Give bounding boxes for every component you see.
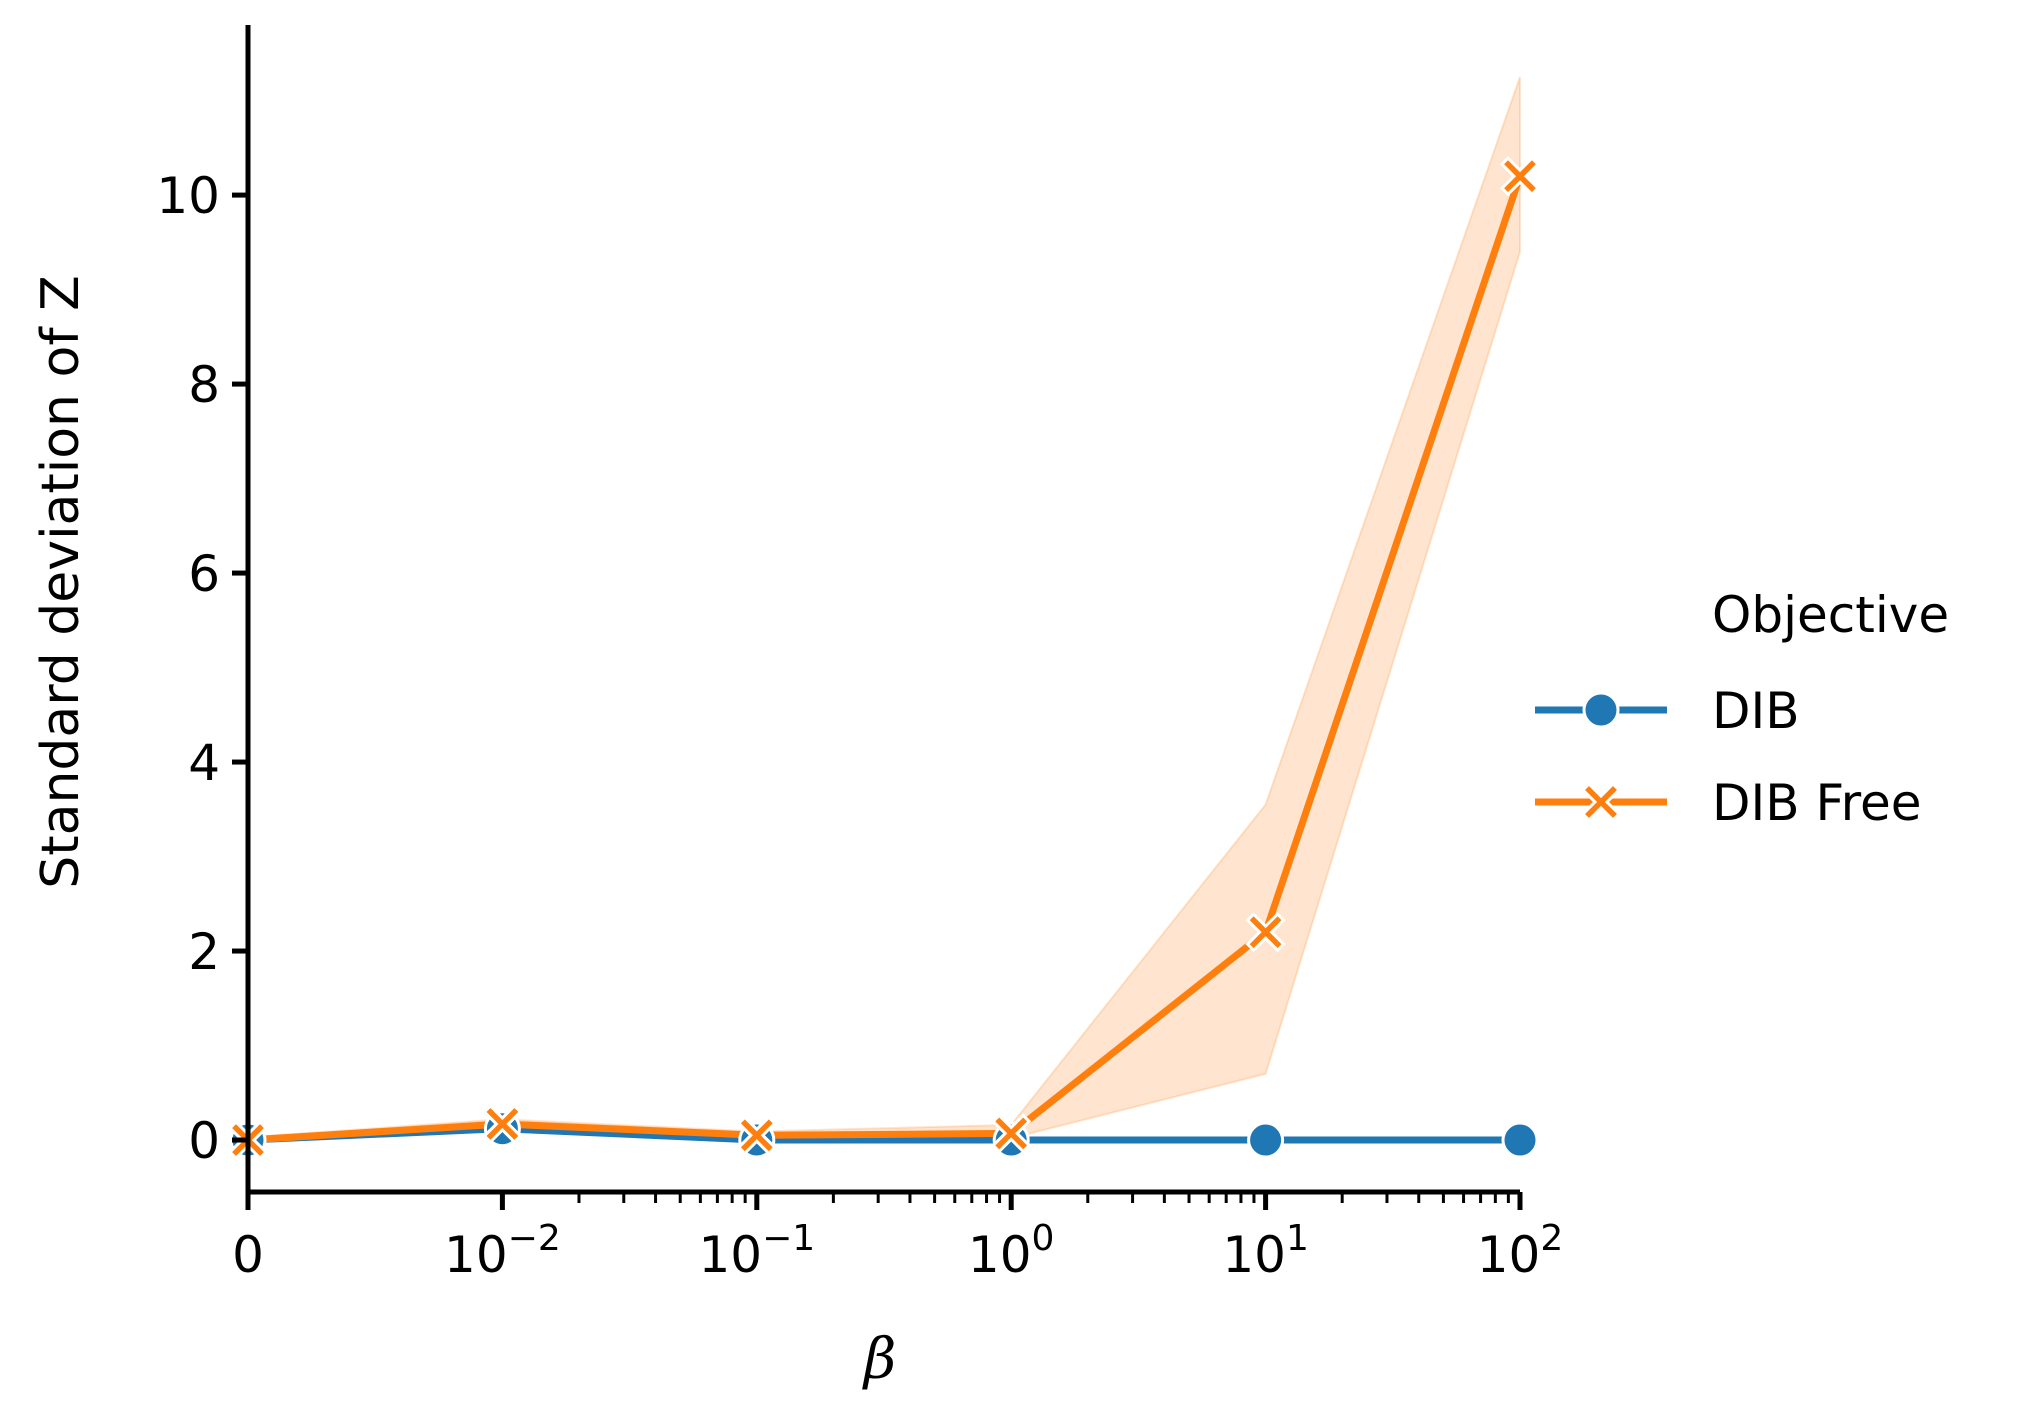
legend-label-1: DIB Free xyxy=(1712,774,1922,832)
y-tick-label-1: 2 xyxy=(188,923,220,981)
legend-title: Objective xyxy=(1712,586,1949,644)
y-tick-label-3: 6 xyxy=(188,545,220,603)
marker-s1-p1 xyxy=(482,1103,523,1145)
legend: Objective DIB DIB Free xyxy=(1535,586,1949,832)
x-tick-label-5: 102 xyxy=(1477,1218,1564,1284)
y-axis-label: Standard deviation of Z xyxy=(31,275,91,889)
ci-band-1 xyxy=(247,76,1521,1142)
series-line-0 xyxy=(244,1125,1524,1144)
marker-s1-p3 xyxy=(991,1113,1032,1154)
legend-label-0: DIB xyxy=(1712,682,1800,740)
x-tick-label-4: 101 xyxy=(1222,1218,1309,1284)
series-lines xyxy=(244,172,1524,1144)
x-tick-label-0: 0 xyxy=(232,1226,264,1284)
axes xyxy=(245,25,1520,1195)
series-line-1 xyxy=(244,172,1524,1144)
marker-s0-p5 xyxy=(1501,1121,1539,1159)
x-axis-label: β xyxy=(862,1327,896,1392)
legend-item-0: DIB xyxy=(1535,682,1800,740)
y-tick-label-0: 0 xyxy=(188,1112,220,1170)
x-tick-label-1: 10−2 xyxy=(444,1218,561,1284)
marker-s1-p5 xyxy=(1499,156,1541,197)
legend-marker-1 xyxy=(1580,781,1622,823)
legend-marker-0 xyxy=(1582,691,1620,729)
marker-s1-p2 xyxy=(736,1115,777,1156)
x-tick-label-2: 10−1 xyxy=(698,1218,815,1284)
legend-item-1: DIB Free xyxy=(1535,774,1922,832)
marker-s1-p4 xyxy=(1245,912,1286,953)
series-markers xyxy=(227,156,1541,1161)
y-tick-label-4: 8 xyxy=(188,356,220,414)
y-tick-label-2: 4 xyxy=(188,734,220,792)
marker-s0-p4 xyxy=(1247,1121,1285,1159)
x-tick-label-3: 100 xyxy=(968,1218,1055,1284)
y-tick-label-5: 10 xyxy=(156,167,220,225)
confidence-bands xyxy=(247,76,1521,1142)
